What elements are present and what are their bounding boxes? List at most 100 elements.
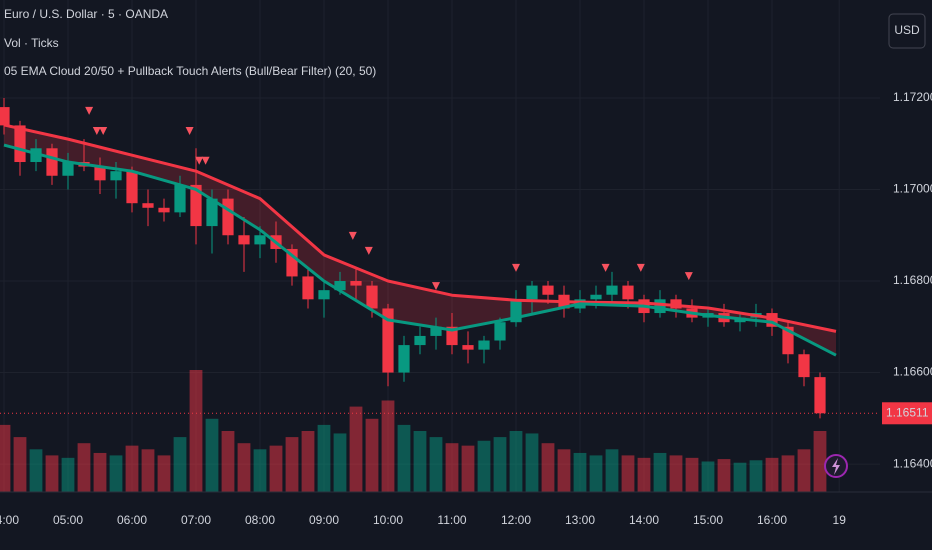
volume-bar — [733, 462, 747, 492]
x-tick-label: 12:00 — [501, 513, 531, 527]
volume-bar — [173, 437, 187, 492]
volume-bar — [349, 406, 363, 492]
x-tick-label: 11:00 — [437, 513, 466, 527]
candle-body — [94, 166, 106, 181]
ema-line — [3, 123, 837, 333]
volume-bar — [189, 370, 203, 492]
last-price-box — [882, 402, 932, 425]
candle-body — [110, 171, 122, 181]
alert-marker — [636, 263, 645, 272]
alert-marker — [195, 156, 204, 165]
volume-bar — [109, 455, 123, 492]
volume-bar — [541, 443, 555, 492]
candle-body — [62, 162, 74, 176]
volume-bar — [701, 461, 715, 492]
candle-body — [430, 326, 442, 336]
volume-bar — [557, 449, 571, 492]
candle-body — [366, 285, 378, 309]
candle-body — [654, 299, 666, 314]
candle-body — [414, 335, 426, 346]
ema-line — [3, 143, 837, 357]
x-tick-label: 09:00 — [309, 513, 339, 527]
volume-bar — [301, 431, 315, 492]
y-tick-label: 1.16800 — [893, 273, 932, 287]
lightning-icon[interactable] — [824, 454, 848, 478]
candle-body — [782, 326, 794, 355]
candle-body — [462, 345, 474, 350]
volume-bar — [13, 437, 27, 492]
volume-bar — [141, 449, 155, 492]
x-tick-label: 13:00 — [565, 513, 595, 527]
volume-bar — [221, 431, 235, 492]
y-tick-label: 1.17200 — [893, 90, 932, 104]
candle-body — [206, 198, 218, 227]
candle-body — [590, 294, 602, 300]
volume-bar — [509, 431, 523, 492]
alert-marker — [185, 127, 194, 136]
volume-bar — [125, 445, 139, 492]
candle-body — [302, 276, 314, 300]
x-tick-label: 08:00 — [245, 513, 275, 527]
chart-title: Euro / U.S. Dollar · 5 · OANDA — [4, 7, 168, 21]
x-tick-label: 06:00 — [117, 513, 147, 527]
y-tick-label: 1.17000 — [893, 182, 932, 196]
x-tick-label: 19 — [833, 513, 847, 527]
volume-bar — [45, 455, 59, 492]
volume-bar — [77, 443, 91, 492]
volume-bar — [93, 452, 107, 492]
currency[interactable]: USD — [894, 23, 920, 37]
x-tick-label: 07:00 — [181, 513, 211, 527]
candle-body — [286, 248, 298, 277]
candle-body — [238, 235, 250, 245]
candle-body — [526, 285, 538, 300]
candle-body — [766, 313, 778, 327]
volume-bar — [365, 418, 379, 492]
ema-cloud — [4, 124, 836, 356]
alert-marker — [364, 246, 373, 255]
candle-body — [494, 322, 506, 341]
volume-bar — [525, 433, 539, 492]
alert-marker — [512, 263, 520, 272]
candle-body — [318, 290, 330, 300]
plot — [0, 0, 880, 492]
volume-bar — [813, 431, 827, 492]
x-tick-label: 15:00 — [693, 513, 723, 527]
candle-body — [158, 207, 170, 213]
candle-body — [510, 299, 522, 323]
candle-body — [30, 148, 42, 163]
volume-bar — [253, 449, 267, 492]
volume-bar — [797, 449, 811, 492]
volume-bar — [749, 460, 763, 492]
candle-body — [398, 345, 410, 373]
volume-bar — [605, 449, 619, 492]
alert-marker — [85, 106, 94, 115]
volume-bar — [653, 452, 667, 492]
volume-bar — [29, 449, 43, 492]
candle-body — [142, 203, 154, 208]
volume-bar — [637, 457, 651, 492]
candle-body — [190, 184, 202, 227]
alert-marker — [99, 127, 108, 136]
currency-box[interactable] — [888, 13, 926, 49]
volume-label: Vol · Ticks — [4, 36, 59, 50]
volume-bar — [781, 455, 795, 492]
y-tick-label: 1.16400 — [893, 456, 932, 470]
volume-bar — [381, 400, 395, 492]
candle-body — [446, 326, 458, 346]
candle-body — [814, 377, 826, 414]
volume-bar — [573, 452, 587, 492]
alert-marker — [684, 272, 693, 281]
candle-body — [382, 308, 394, 373]
x-tick-label: 05:00 — [53, 513, 83, 527]
x-tick-label: 14:00 — [629, 513, 659, 527]
y-tick-label: 1.16600 — [893, 365, 932, 379]
volume-bar — [61, 457, 75, 492]
volume-bar — [157, 455, 171, 492]
candle-body — [222, 198, 234, 236]
candle-body — [126, 171, 138, 204]
candle-body — [606, 285, 618, 295]
volume-bar — [317, 424, 331, 492]
volume-bar — [685, 457, 699, 492]
volume-bar — [589, 455, 603, 492]
